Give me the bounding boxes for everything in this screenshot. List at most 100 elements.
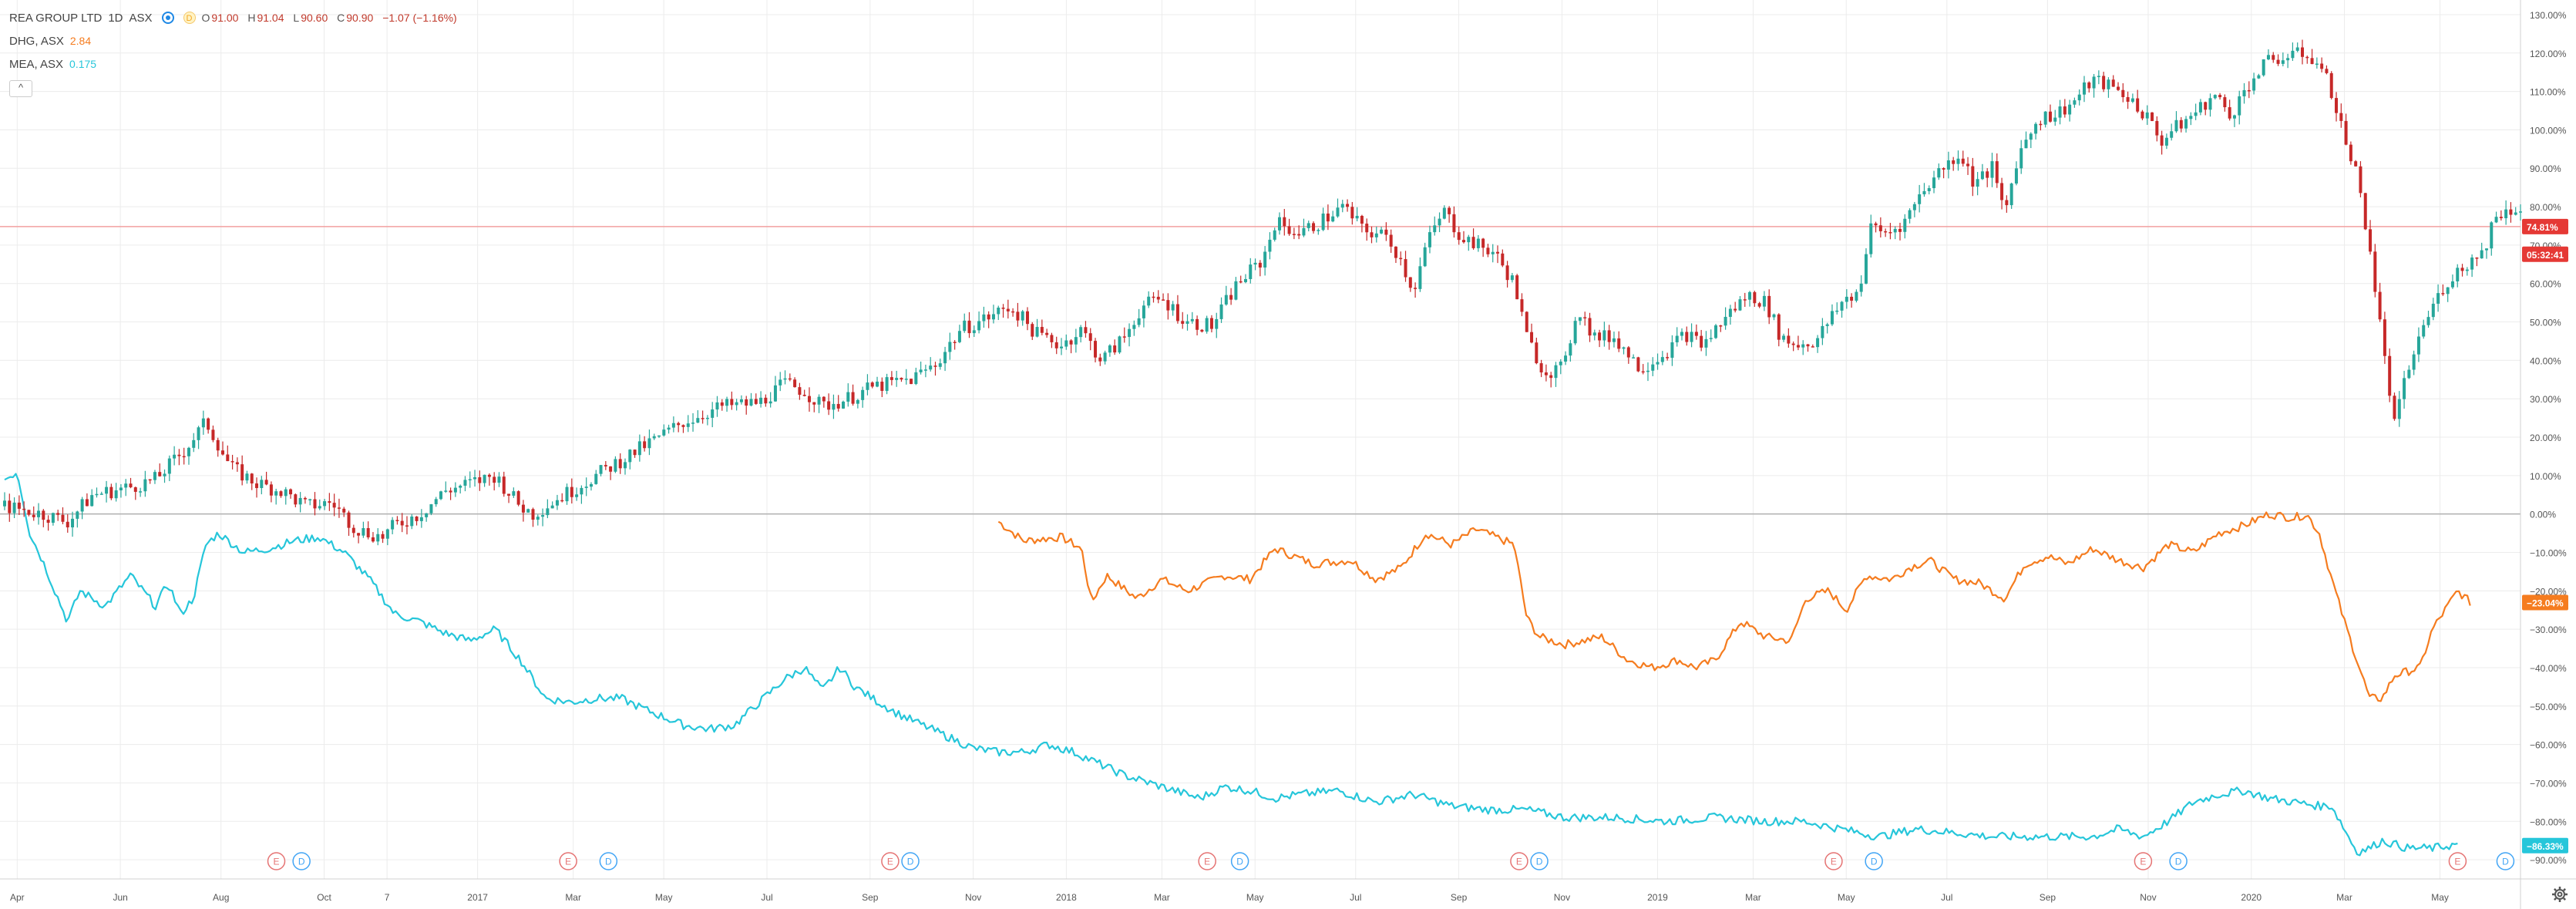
x-tick-label: May: [1246, 892, 1264, 903]
x-tick-label: Aug: [213, 892, 229, 903]
candle-body: [754, 399, 758, 404]
candle-body: [376, 534, 380, 542]
candle-body: [1243, 278, 1247, 282]
candle-body: [192, 439, 196, 448]
y-tick-label: 100.00%: [2530, 125, 2567, 136]
candle-body: [167, 458, 171, 474]
dividend-marker[interactable]: D: [901, 852, 920, 870]
interval-badge[interactable]: D: [183, 12, 196, 24]
candle-body: [1903, 218, 1907, 232]
candle-body: [400, 520, 404, 526]
symbol-name[interactable]: REA GROUP LTD: [9, 11, 103, 25]
y-tick-label: 0.00%: [2530, 510, 2556, 520]
earnings-marker[interactable]: E: [2448, 852, 2467, 870]
candle-body: [332, 503, 336, 508]
y-tick-label: −80.00%: [2530, 816, 2567, 827]
visibility-icon[interactable]: [161, 12, 174, 24]
chevron-up-icon[interactable]: ^: [9, 80, 32, 97]
svg-text:D: D: [2502, 857, 2509, 867]
candle-body: [1806, 344, 1810, 347]
candle-body: [405, 525, 409, 527]
candle-body: [948, 342, 952, 352]
interval-label[interactable]: 1D: [108, 11, 123, 25]
candle-body: [2121, 89, 2125, 97]
earnings-marker[interactable]: E: [1198, 852, 1216, 870]
candle-body: [745, 399, 748, 406]
earnings-marker[interactable]: E: [881, 852, 900, 870]
candle-body: [1869, 223, 1873, 254]
x-tick-label: Oct: [317, 892, 331, 903]
candle-body: [1753, 291, 1757, 304]
candle-body: [1525, 311, 1528, 332]
candle-body: [235, 462, 239, 465]
candle-body: [226, 454, 230, 462]
candle-body: [2184, 119, 2188, 129]
earnings-marker[interactable]: E: [1824, 852, 1843, 870]
candle-body: [473, 477, 477, 480]
y-tick-label: −50.00%: [2530, 702, 2567, 712]
svg-text:D: D: [298, 857, 305, 867]
candle-body: [2102, 76, 2106, 89]
earnings-marker[interactable]: E: [559, 852, 577, 870]
candle-body: [2039, 123, 2043, 126]
candle-body: [637, 441, 641, 456]
dividend-marker[interactable]: D: [599, 852, 618, 870]
y-tick-label: −90.00%: [2530, 855, 2567, 866]
candle-body: [1966, 163, 1970, 167]
ohlc-values: O 91.00 H 91.04 L 90.60 C 90.90 −1.07 (−1.16…: [201, 12, 457, 24]
price-axis: 130.00% 120.00% 110.00% 100.00% 90.00% 80.00%…: [2530, 10, 2567, 866]
candle-body: [1399, 258, 1403, 260]
x-tick-label: 2018: [1056, 892, 1077, 903]
candle-body: [1777, 314, 1781, 340]
candle-body: [1438, 218, 1441, 226]
y-tick-label: −40.00%: [2530, 663, 2567, 674]
chart-legend: REA GROUP LTD 1D ASX D O 91.00 H 91.04 L 90…: [9, 6, 469, 97]
dividend-marker[interactable]: D: [2496, 852, 2515, 870]
svg-text:D: D: [907, 857, 914, 867]
candle-body: [2514, 212, 2517, 215]
candle-body: [889, 377, 893, 380]
y-tick-label: −10.00%: [2530, 547, 2567, 558]
compare-legend-mea[interactable]: MEA, ASX 0.175: [9, 52, 469, 76]
candle-body: [381, 534, 385, 539]
candle-body: [2281, 60, 2285, 64]
gear-icon[interactable]: [2551, 886, 2568, 903]
dividend-marker[interactable]: D: [2169, 852, 2188, 870]
candle-body: [2407, 369, 2411, 379]
candle-body: [1738, 299, 1742, 311]
compare-legend-dhg[interactable]: DHG, ASX 2.84: [9, 29, 469, 52]
candle-body: [1016, 311, 1020, 321]
candle-body: [812, 402, 816, 405]
candle-body: [71, 518, 75, 528]
candle-body: [1355, 215, 1359, 219]
candle-body: [129, 483, 133, 488]
candle-body: [245, 473, 249, 481]
candle-body: [681, 425, 685, 427]
dividend-marker[interactable]: D: [292, 852, 311, 870]
candle-body: [929, 365, 933, 370]
candle-body: [671, 423, 675, 428]
candle-body: [439, 491, 443, 500]
candle-body: [1346, 204, 1350, 207]
candle-body: [284, 489, 288, 497]
candle-body: [2465, 269, 2469, 271]
dividend-marker[interactable]: D: [1230, 852, 1249, 870]
dividend-marker[interactable]: D: [1865, 852, 1883, 870]
candle-body: [1471, 237, 1475, 248]
candle-body: [2300, 47, 2304, 57]
candle-body: [308, 499, 312, 500]
candle-body: [459, 485, 462, 488]
candle-body: [1690, 332, 1693, 342]
earnings-marker[interactable]: E: [2134, 852, 2153, 870]
candle-body: [2509, 209, 2513, 215]
candle-body: [2232, 115, 2236, 119]
earnings-marker[interactable]: E: [267, 852, 286, 870]
earnings-marker[interactable]: E: [1510, 852, 1528, 870]
time-axis: Apr Jun Aug Oct 7 2017 Mar May Jul Sep Nov 2018 Mar M…: [10, 892, 2449, 903]
candle-body: [652, 436, 656, 439]
dividend-marker[interactable]: D: [1530, 852, 1549, 870]
candle-body: [580, 487, 583, 495]
candle-body: [991, 314, 995, 320]
candle-body: [303, 497, 307, 500]
